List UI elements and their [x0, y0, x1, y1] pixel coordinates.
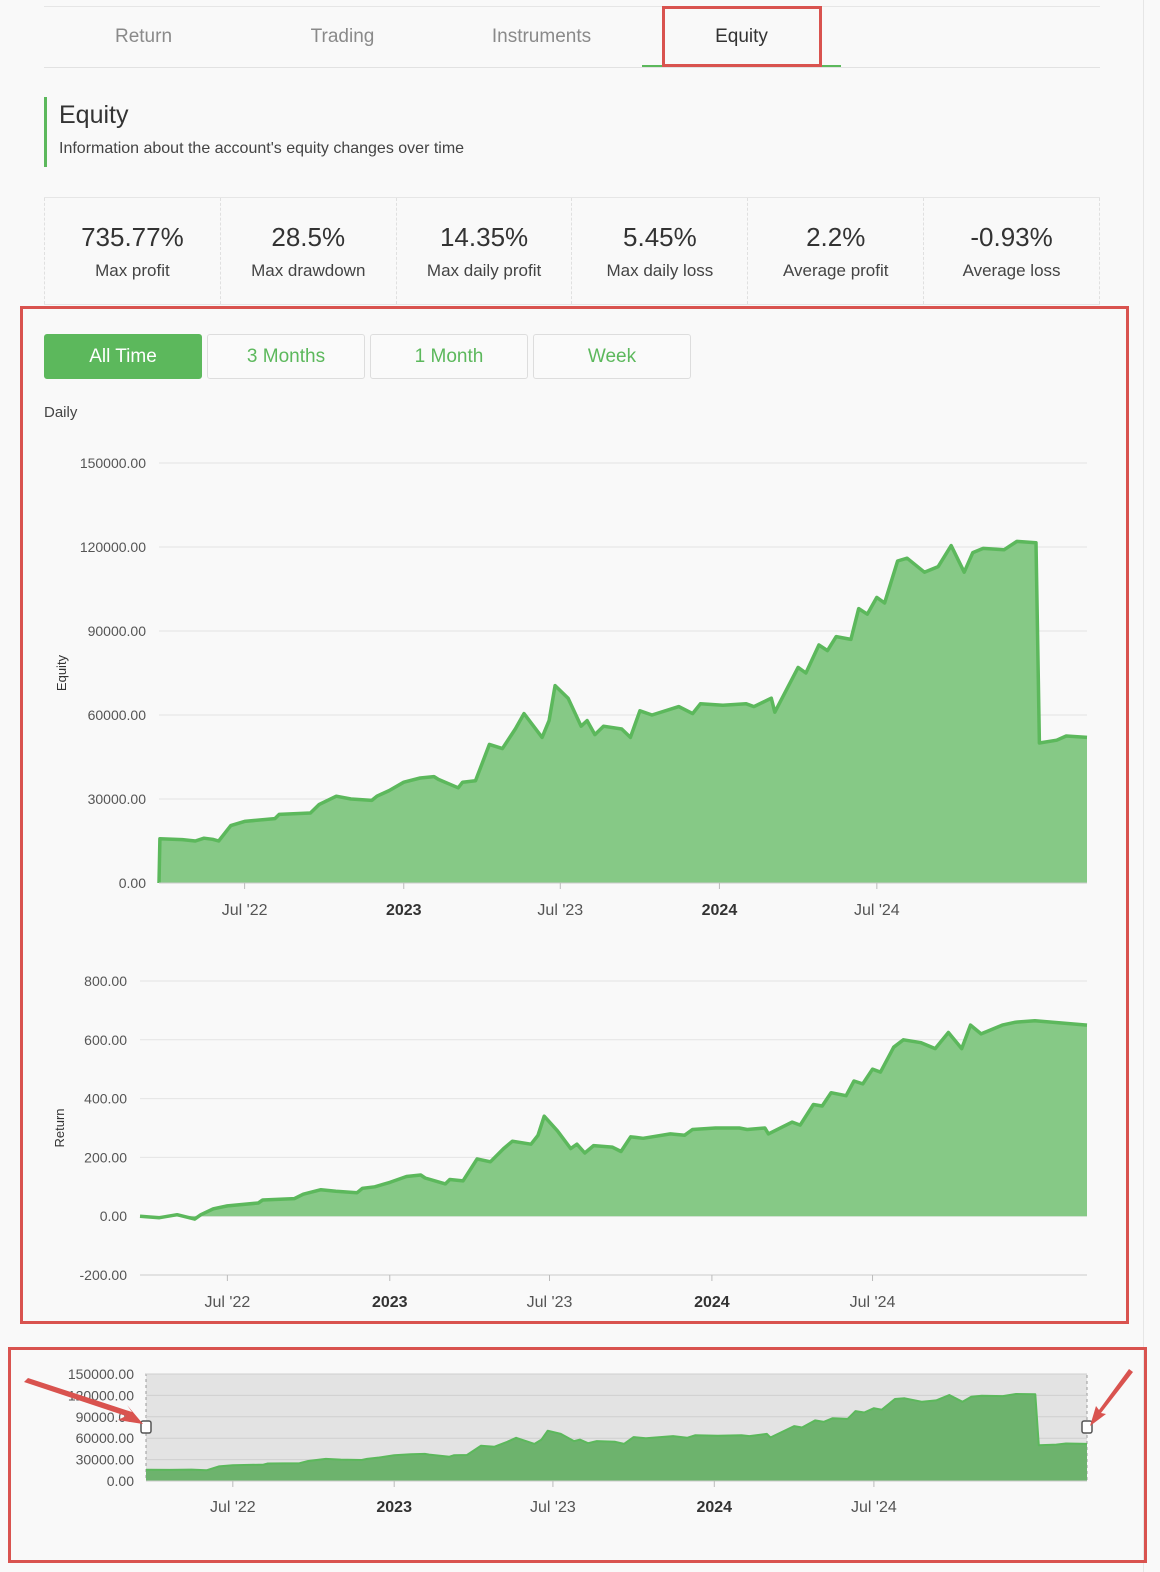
x-tick-label: Jul '23 — [537, 902, 583, 919]
stat-label: Average loss — [962, 261, 1061, 280]
navigator-handle-left[interactable] — [140, 1420, 152, 1434]
stat-value: 735.77% — [81, 222, 184, 252]
x-tick-label: 2024 — [696, 1499, 732, 1516]
section-title: Equity — [59, 101, 129, 129]
tab-instruments[interactable]: Instruments — [491, 26, 592, 47]
y-tick-label: 800.00 — [84, 973, 127, 989]
series-area — [140, 1020, 1087, 1220]
tab-equity[interactable]: Equity — [642, 7, 841, 67]
range-selector: All Time 3 Months 1 Month Week — [44, 334, 691, 379]
stat-max-daily-profit: 14.35% Max daily profit — [397, 198, 573, 304]
tab-bar: Return Trading Instruments Equity — [44, 6, 1100, 68]
stat-label: Max drawdown — [251, 261, 366, 280]
return-chart: 800.00 600.00 400.00 200.00 0.00 -200.00 Jul '… — [52, 973, 1088, 1311]
x-tick-label: Jul '24 — [854, 902, 900, 919]
y-tick-label: 60000.00 — [76, 1430, 135, 1446]
range-3-months-button[interactable]: 3 Months — [207, 334, 365, 379]
stat-value: -0.93% — [970, 222, 1053, 252]
stat-label: Max daily profit — [426, 261, 542, 280]
y-tick-label: -200.00 — [80, 1267, 128, 1283]
x-tick-label: Jul '22 — [210, 1499, 256, 1516]
stat-max-daily-loss: 5.45% Max daily loss — [572, 198, 749, 304]
y-tick-label: 30000.00 — [88, 791, 147, 807]
y-tick-label: 90000.00 — [88, 623, 147, 639]
stat-label: Max profit — [95, 261, 170, 280]
series-area — [159, 541, 1087, 883]
section-subtitle: Information about the account's equity c… — [59, 140, 465, 157]
stat-value: 2.2% — [806, 222, 866, 252]
y-tick-label: 0.00 — [100, 1208, 127, 1224]
tab-trading[interactable]: Trading — [310, 26, 375, 47]
period-label: Daily — [44, 404, 78, 421]
y-tick-label: 200.00 — [84, 1149, 127, 1165]
y-tick-label: 150000.00 — [80, 455, 146, 471]
section-header: Equity Information about the account's e… — [44, 97, 464, 167]
y-tick-label: 0.00 — [119, 875, 146, 891]
stat-value: 28.5% — [271, 222, 346, 252]
y-tick-label: 150000.00 — [68, 1366, 134, 1382]
y-tick-label: 120000.00 — [80, 539, 146, 555]
stats-row: 735.77% Max profit 28.5% Max drawdown 14… — [44, 197, 1100, 305]
navigator-handle-right[interactable] — [1081, 1420, 1093, 1434]
navigator-chart[interactable]: 150000.00120000.0090000.0060000.0030000.… — [0, 1355, 1140, 1535]
annotation-arrow-left — [24, 1378, 143, 1424]
stat-average-profit: 2.2% Average profit — [748, 198, 925, 304]
series-line — [145, 1393, 1088, 1472]
range-week-button[interactable]: Week — [533, 334, 691, 379]
tab-return[interactable]: Return — [114, 26, 173, 47]
range-1-month-button[interactable]: 1 Month — [370, 334, 528, 379]
y-tick-label: 30000.00 — [76, 1452, 135, 1468]
x-tick-label: 2023 — [376, 1499, 412, 1516]
x-tick-label: Jul '23 — [530, 1499, 576, 1516]
stat-value: 5.45% — [623, 222, 697, 252]
y-tick-label: 0.00 — [107, 1473, 134, 1489]
y-axis-title: Return — [52, 1108, 67, 1147]
x-tick-label: 2023 — [372, 1294, 408, 1311]
x-tick-label: Jul '22 — [204, 1294, 250, 1311]
stat-max-profit: 735.77% Max profit — [44, 198, 221, 304]
y-tick-label: 400.00 — [84, 1091, 127, 1107]
x-tick-label: Jul '23 — [527, 1294, 573, 1311]
x-tick-label: 2023 — [386, 902, 422, 919]
equity-chart: 150000.00 120000.00 90000.00 60000.00 30000.… — [54, 455, 1088, 919]
page-divider — [1143, 0, 1144, 1572]
stat-value: 14.35% — [439, 222, 529, 252]
range-all-time-button[interactable]: All Time — [44, 334, 202, 379]
stat-average-loss: -0.93% Average loss — [924, 198, 1100, 304]
y-tick-label: 60000.00 — [88, 707, 147, 723]
series-line — [139, 1018, 1088, 1221]
stat-max-drawdown: 28.5% Max drawdown — [221, 198, 397, 304]
x-tick-label: Jul '24 — [850, 1294, 896, 1311]
x-tick-label: 2024 — [694, 1294, 730, 1311]
annotation-arrow-right — [1090, 1369, 1133, 1426]
x-tick-label: 2024 — [702, 902, 738, 919]
y-tick-label: 600.00 — [84, 1032, 127, 1048]
series-line — [157, 539, 1088, 884]
stat-label: Max daily loss — [606, 261, 714, 280]
stat-label: Average profit — [782, 261, 889, 280]
x-tick-label: Jul '22 — [222, 902, 268, 919]
y-axis-title: Equity — [54, 654, 69, 691]
x-tick-label: Jul '24 — [851, 1499, 897, 1516]
